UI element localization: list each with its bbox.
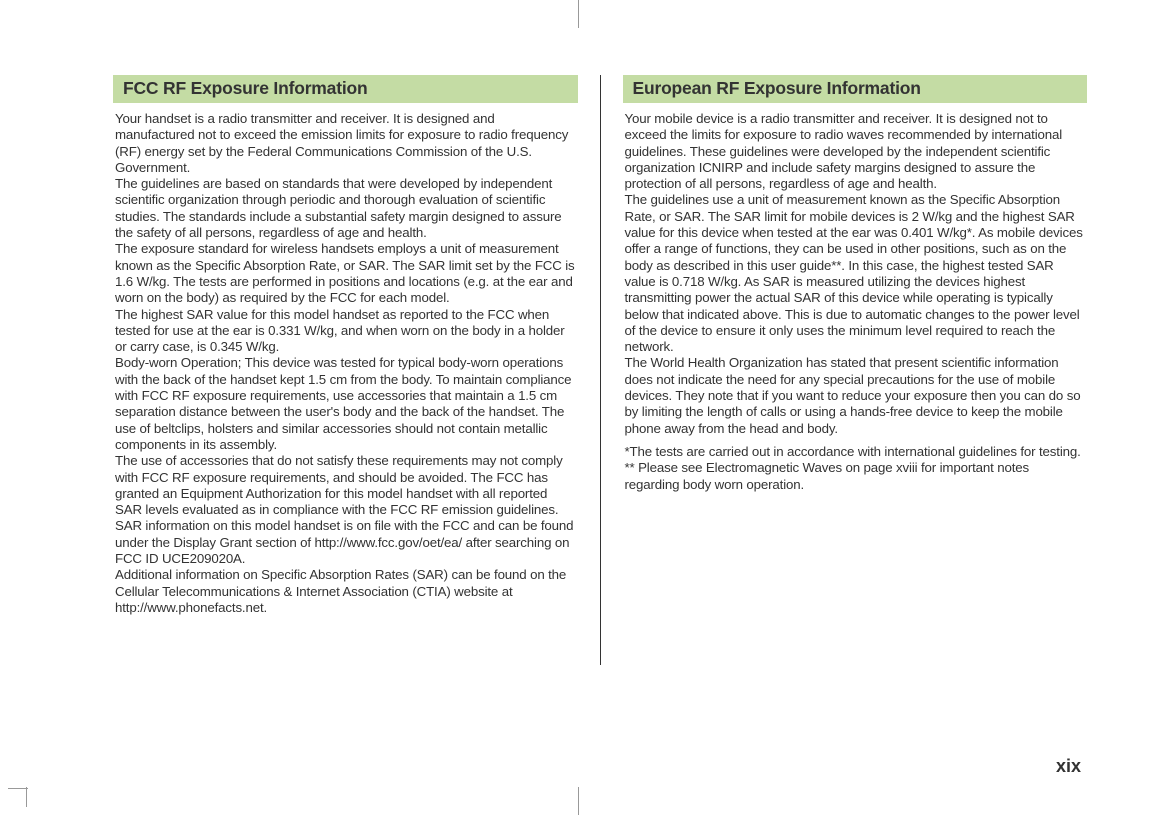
right-p1: Your mobile device is a radio transmitte… <box>625 111 1086 192</box>
column-divider <box>600 75 601 665</box>
left-body: Your handset is a radio transmitter and … <box>113 111 578 616</box>
left-heading-bar: FCC RF Exposure Information <box>113 75 578 103</box>
left-p7: Additional information on Specific Absor… <box>115 567 576 616</box>
left-heading: FCC RF Exposure Information <box>123 78 367 98</box>
right-p4: *The tests are carried out in accordance… <box>625 444 1086 460</box>
right-column: European RF Exposure Information Your mo… <box>623 75 1088 665</box>
left-column: FCC RF Exposure Information Your handset… <box>113 75 578 665</box>
left-p1: Your handset is a radio transmitter and … <box>115 111 576 176</box>
right-p5: ** Please see Electromagnetic Waves on p… <box>625 460 1086 493</box>
crop-mark-top <box>578 0 579 28</box>
right-p3: The World Health Organization has stated… <box>625 355 1086 436</box>
left-p6: The use of accessories that do not satis… <box>115 453 576 567</box>
right-heading: European RF Exposure Information <box>633 78 921 98</box>
right-body: Your mobile device is a radio transmitte… <box>623 111 1088 493</box>
right-heading-bar: European RF Exposure Information <box>623 75 1088 103</box>
page-content: FCC RF Exposure Information Your handset… <box>113 75 1087 665</box>
crop-mark-bottom <box>578 787 579 815</box>
left-p5: Body-worn Operation; This device was tes… <box>115 355 576 453</box>
left-p2: The guidelines are based on standards th… <box>115 176 576 241</box>
left-p3: The exposure standard for wireless hands… <box>115 241 576 306</box>
right-p2: The guidelines use a unit of measurement… <box>625 192 1086 355</box>
crop-corner-bottom-left <box>0 787 28 815</box>
left-p4: The highest SAR value for this model han… <box>115 307 576 356</box>
page-number: xix <box>1056 756 1081 777</box>
